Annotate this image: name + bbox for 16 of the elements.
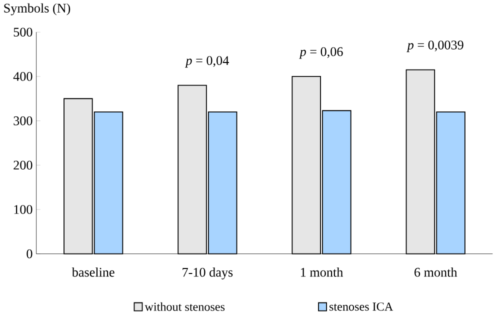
annotation: p = 0,04 — [184, 56, 229, 68]
y-tick-label: 0 — [26, 249, 32, 258]
x-tick-label: 7-10 days — [182, 267, 233, 280]
legend-label: stenoses ICA — [329, 302, 394, 311]
y-tick-label: 200 — [14, 160, 32, 170]
x-tick-label: 1 month — [301, 267, 344, 277]
y-tick-label: 400 — [13, 72, 32, 81]
y-axis-title: Symbols (N) — [4, 3, 70, 16]
x-tick-label: 6 month — [414, 267, 458, 277]
annotation: p = 0,06 — [299, 47, 343, 59]
legend-label: without stenoses — [144, 302, 225, 311]
y-tick-label: 100 — [14, 204, 32, 214]
annotation: p = 0,0039 — [406, 40, 464, 52]
y-tick-label: 300 — [14, 116, 32, 126]
y-tick-label: 500 — [14, 28, 32, 36]
x-tick-label: baseline — [72, 267, 114, 277]
